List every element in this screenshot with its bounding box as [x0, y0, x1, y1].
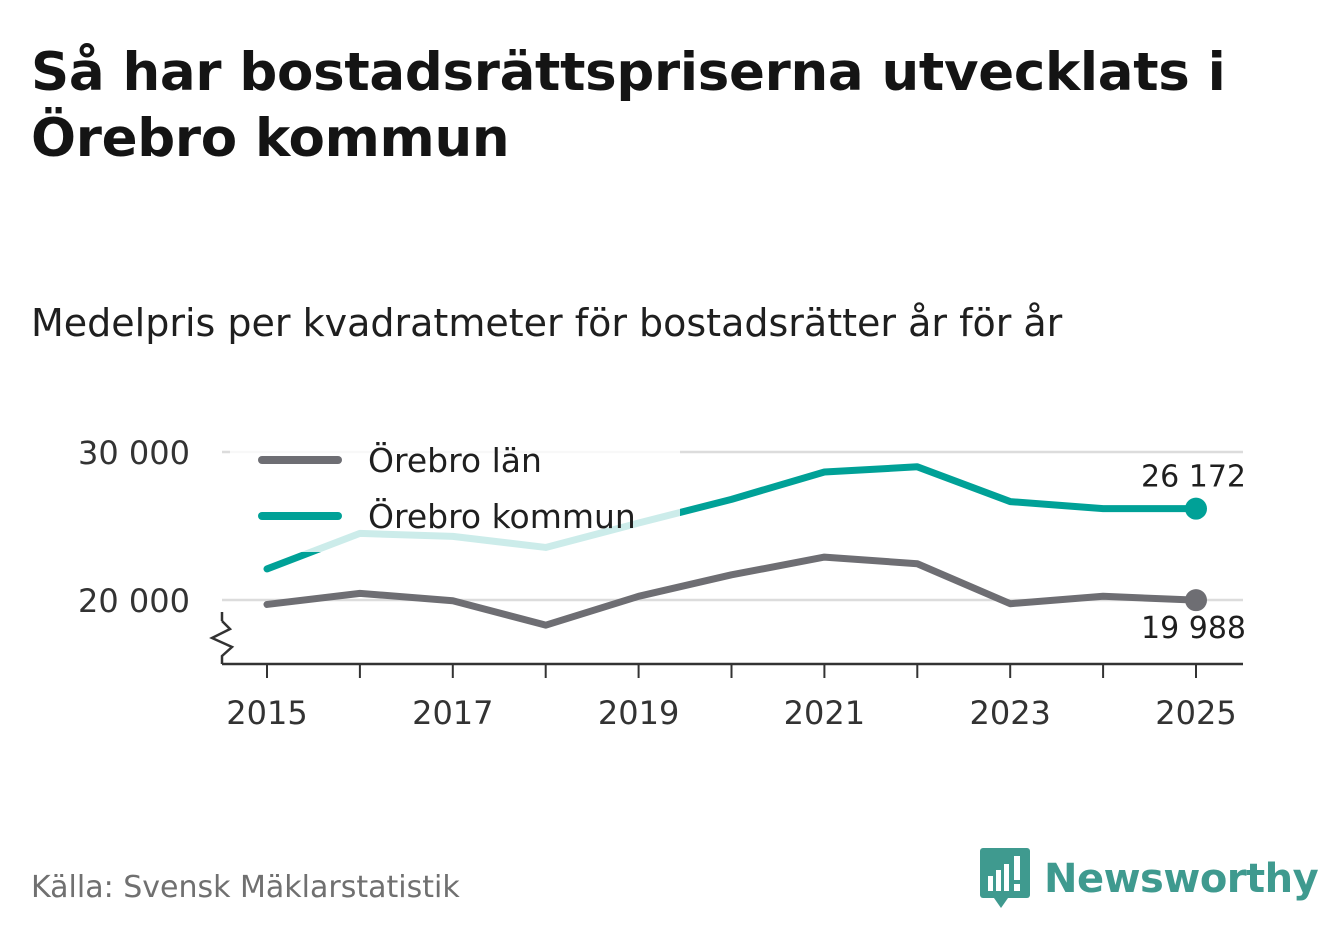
series-end-point: [1185, 497, 1207, 520]
y-tick-label: 20 000: [78, 582, 190, 620]
x-tick-label: 2025: [1155, 694, 1236, 732]
x-tick-label: 2021: [784, 694, 865, 732]
end-value-label: 26 172: [1141, 460, 1246, 495]
x-tick-label: 2019: [598, 694, 679, 732]
chart-subtitle: Medelpris per kvadratmeter för bostadsrä…: [31, 301, 1063, 345]
legend-label: Örebro län: [368, 440, 542, 480]
x-tick-label: 2017: [412, 694, 493, 732]
series-line-orebro-lan: [263, 553, 1200, 629]
x-tick-label: 2015: [226, 694, 307, 732]
legend: Örebro län Örebro kommun: [230, 430, 680, 552]
data-labels: 19 988 26 172: [1141, 460, 1246, 647]
legend-background: [230, 430, 680, 552]
source-note: Källa: Svensk Mäklarstatistik: [31, 870, 460, 905]
x-tick-label: 2023: [969, 694, 1050, 732]
bar-chart-icon: [980, 848, 1030, 908]
chart-title: Så har bostadsrättspriserna utvecklats i…: [31, 42, 1226, 169]
legend-label: Örebro kommun: [368, 496, 636, 536]
axes: 20 000 30 000 2015 2017 2019 2021 2023 2025: [78, 434, 1243, 732]
brand-logo: Newsworthy: [980, 848, 1319, 910]
brand-name: Newsworthy: [1044, 856, 1319, 902]
end-value-label: 19 988: [1141, 611, 1246, 646]
y-tick-label: 30 000: [78, 434, 190, 472]
series-end-point: [1185, 589, 1207, 612]
axis-break-icon: [209, 620, 235, 664]
